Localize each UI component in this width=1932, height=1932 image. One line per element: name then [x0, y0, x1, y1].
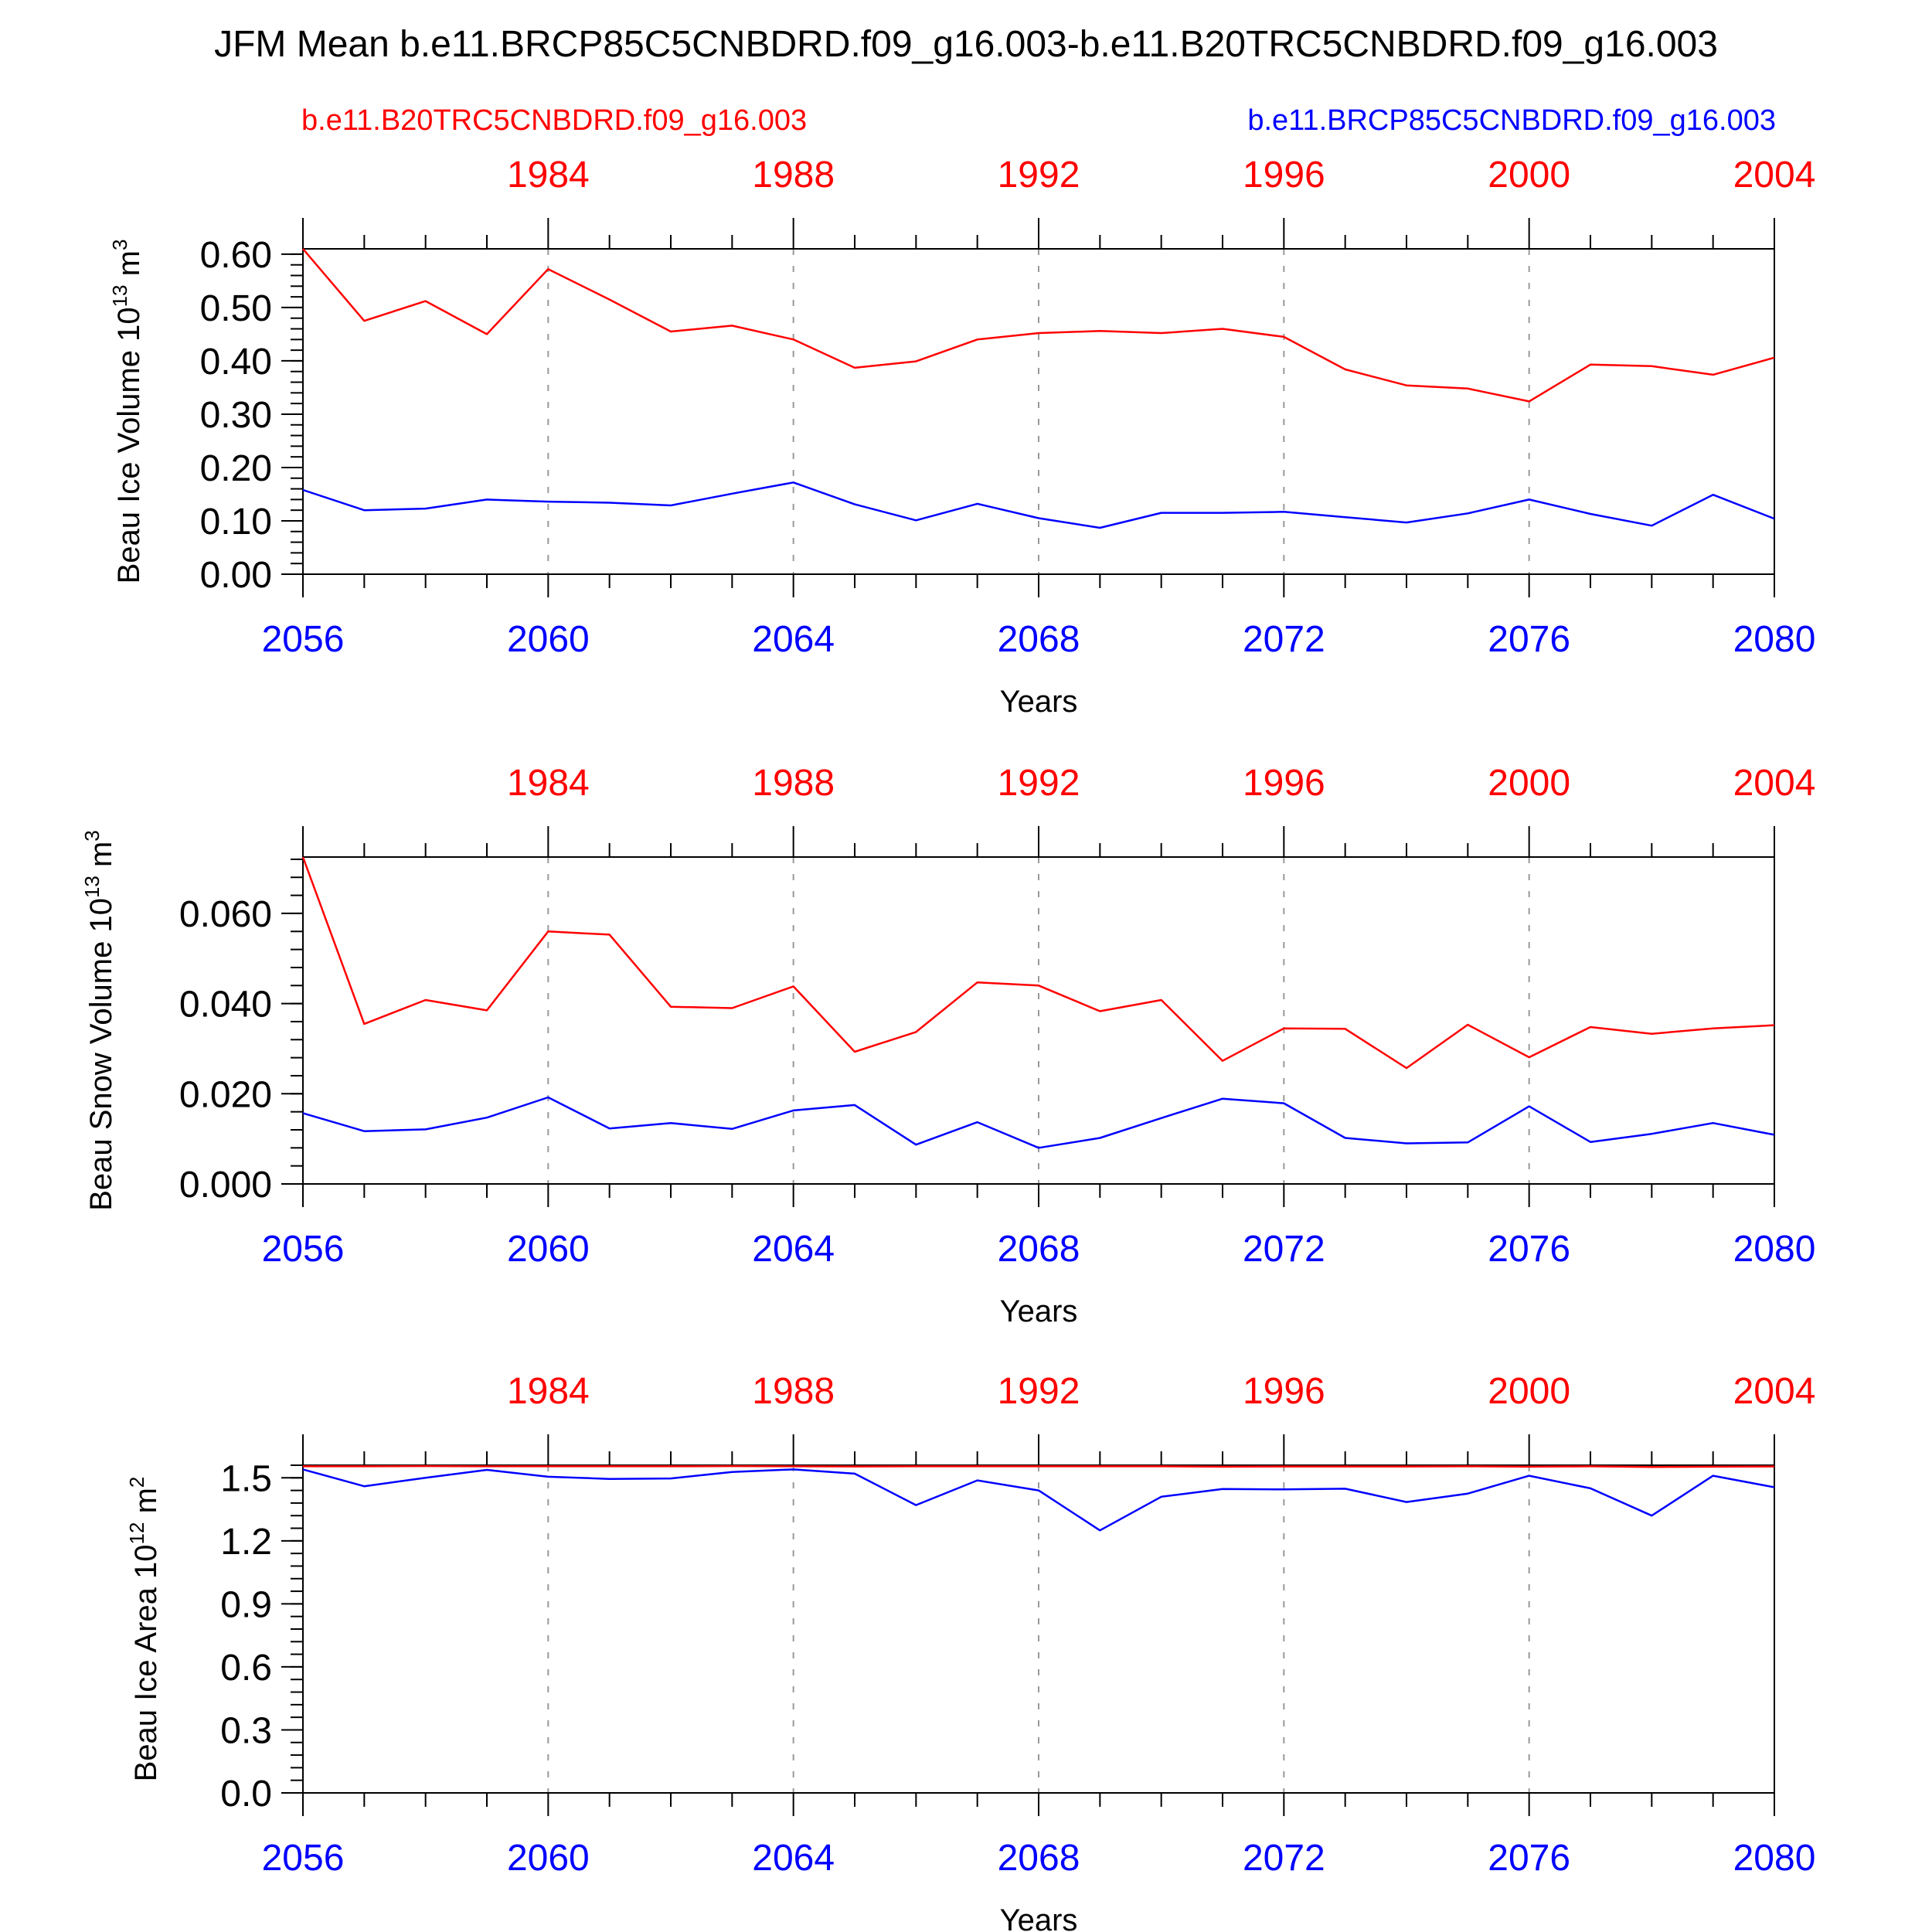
figure-title: JFM Mean b.e11.BRCP85C5CNBDRD.f09_g16.00… [214, 24, 1718, 65]
series-line-control [302, 248, 1775, 403]
panel-1: 2056 2060 2064 2068 2072 2076 2080 Years 1984 198… [108, 155, 1815, 719]
y-axis-title-exponent: 12 [125, 1522, 148, 1545]
x-tick-label-bottom: 2064 [752, 1229, 835, 1270]
x-tick-label-bottom: 2056 [262, 1229, 345, 1270]
x-tick-label-top: 1996 [1243, 155, 1325, 196]
x-tick-label-bottom: 2068 [998, 619, 1080, 660]
x-tick-label-bottom: 2064 [752, 1838, 835, 1879]
y-tick-label: 1.2 [220, 1522, 272, 1563]
series-line-future [302, 1096, 1775, 1149]
y-axis-title-exponent: 13 [80, 876, 104, 898]
y-axis-title-unit: m [112, 250, 146, 284]
x-tick-label-bottom: 2056 [262, 1838, 345, 1879]
y-tick-label: 0.20 [200, 448, 272, 489]
x-tick-label-bottom: 2072 [1243, 1229, 1325, 1270]
x-tick-label-bottom: 2072 [1243, 619, 1325, 660]
x-tick-label-top: 1984 [507, 1371, 590, 1412]
y-axis-title-exponent: 13 [108, 284, 131, 307]
y-axis-title-unit-exponent: 3 [80, 830, 104, 841]
y-axis-title: Beau Snow Volume 1013 m3 [80, 830, 118, 1211]
y-tick-label: 0.040 [179, 985, 272, 1026]
x-tick-label-bottom: 2064 [752, 619, 835, 660]
x-tick-label-top: 2000 [1488, 1371, 1570, 1412]
y-axis-title-unit-exponent: 2 [125, 1477, 148, 1488]
x-tick-label-top: 1992 [998, 763, 1080, 804]
x-tick-label-top: 1988 [752, 155, 835, 196]
y-tick-label: 0.40 [200, 342, 272, 383]
x-tick-label-bottom: 2080 [1733, 1229, 1816, 1270]
x-tick-label-top: 1992 [998, 155, 1080, 196]
y-axis-title-text: Beau Ice Area 10 [129, 1544, 163, 1781]
x-tick-label-top: 1984 [507, 763, 590, 804]
y-tick-label: 0.6 [220, 1648, 272, 1689]
y-axis-title-text: Beau Ice Volume 10 [112, 307, 146, 583]
x-tick-label-top: 1996 [1243, 1371, 1325, 1412]
x-tick-label-bottom: 2060 [507, 619, 590, 660]
x-axis-title: Years [1000, 1903, 1078, 1932]
x-axis-title: Years [1000, 1294, 1078, 1328]
x-tick-label-top: 2004 [1733, 1371, 1816, 1412]
x-tick-label-bottom: 2072 [1243, 1838, 1325, 1879]
x-tick-label-bottom: 2060 [507, 1229, 590, 1270]
x-tick-label-bottom: 2060 [507, 1838, 590, 1879]
y-axis-title-unit: m [84, 842, 118, 876]
x-tick-label-bottom: 2076 [1488, 1838, 1570, 1879]
y-axis-title-text: Beau Snow Volume 10 [84, 898, 118, 1211]
y-tick-label: 0.9 [220, 1584, 272, 1625]
y-tick-label: 0.10 [200, 502, 272, 543]
y-axis-title-unit: m [129, 1488, 163, 1522]
y-axis-title: Beau Ice Volume 1013 m3 [108, 240, 146, 584]
x-axis-title: Years [1000, 685, 1078, 719]
panel-3: 2056 2060 2064 2068 2072 2076 2080 Years 1984 198… [125, 1371, 1815, 1932]
y-tick-label: 0.3 [220, 1710, 272, 1751]
y-tick-label: 1.5 [220, 1458, 272, 1499]
x-tick-label-top: 2004 [1733, 155, 1816, 196]
x-tick-label-top: 1988 [752, 763, 835, 804]
x-tick-label-bottom: 2080 [1733, 619, 1816, 660]
x-tick-label-bottom: 2056 [262, 619, 345, 660]
x-tick-label-top: 1984 [507, 155, 590, 196]
series-line-control [303, 1464, 1775, 1468]
series-line-future [302, 1468, 1775, 1532]
x-tick-label-bottom: 2076 [1488, 619, 1570, 660]
y-tick-label: 0.30 [200, 395, 272, 436]
y-tick-label: 0.020 [179, 1074, 272, 1115]
y-tick-label: 0.060 [179, 894, 272, 935]
x-tick-label-top: 2000 [1488, 155, 1570, 196]
x-tick-label-bottom: 2076 [1488, 1229, 1570, 1270]
x-tick-label-bottom: 2080 [1733, 1838, 1816, 1879]
legend-future-label: b.e11.BRCP85C5CNBDRD.f09_g16.003 [1247, 104, 1776, 137]
plot-frame [302, 1464, 1775, 1794]
y-tick-label: 0.60 [200, 235, 272, 276]
panel-2: 2056 2060 2064 2068 2072 2076 2080 Years 1984 198… [80, 763, 1815, 1328]
y-tick-label: 0.0 [220, 1774, 272, 1815]
y-tick-label: 0.00 [200, 555, 272, 596]
y-tick-label: 0.50 [200, 288, 272, 329]
x-tick-label-top: 2000 [1488, 763, 1570, 804]
x-tick-label-top: 1996 [1243, 763, 1325, 804]
x-tick-label-top: 2004 [1733, 763, 1816, 804]
y-axis-title-unit-exponent: 3 [108, 240, 131, 250]
panels: 2056 2060 2064 2068 2072 2076 2080 Years 1984 198… [80, 155, 1815, 1932]
x-tick-label-top: 1988 [752, 1371, 835, 1412]
x-tick-label-top: 1992 [998, 1371, 1080, 1412]
x-tick-label-bottom: 2068 [998, 1229, 1080, 1270]
series-line-control [301, 856, 1775, 1070]
y-tick-label: 0.000 [179, 1165, 272, 1206]
legend-control-label: b.e11.B20TRC5CNBDRD.f09_g16.003 [301, 104, 807, 137]
x-tick-label-bottom: 2068 [998, 1838, 1080, 1879]
series-line-future [302, 481, 1775, 529]
y-axis-title: Beau Ice Area 1012 m2 [125, 1477, 163, 1782]
